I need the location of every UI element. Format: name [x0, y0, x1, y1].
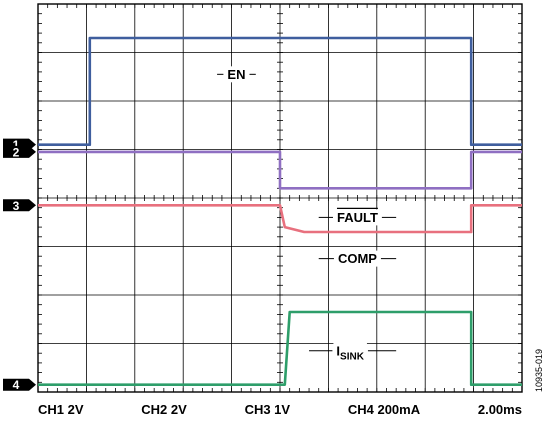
figure-id: 10935-019	[534, 348, 544, 392]
ch3-scale: CH3 1V	[244, 401, 291, 417]
label-comp: COMP	[318, 250, 397, 267]
trace-en	[38, 36, 522, 146]
ch1-scale: CH1 2V	[38, 401, 84, 417]
marker-number: 4	[13, 378, 20, 392]
isink-subscript: SINK	[340, 351, 365, 362]
plot-grid	[37, 3, 523, 393]
ch2-scale: CH2 2V	[141, 401, 187, 417]
label-background	[224, 66, 249, 83]
channel-marker-3: 3	[3, 199, 36, 213]
label-fault: FAULT	[318, 207, 397, 226]
label-text: EN	[227, 67, 245, 82]
marker-arrow	[3, 199, 36, 212]
trace-isink	[38, 310, 522, 387]
label-background	[334, 250, 380, 267]
marker-arrow	[3, 145, 36, 158]
trace-comp	[38, 204, 522, 234]
label-text: COMP	[338, 251, 377, 266]
signal-labels: EN FAULT COMP ISINK	[217, 66, 397, 362]
label-background	[333, 209, 381, 226]
timebase: 2.00ms	[477, 401, 522, 417]
channel-markers: 12 3 4	[3, 138, 36, 392]
waveform-traces	[38, 36, 522, 387]
plot-frame	[37, 3, 523, 393]
marker-number: 2	[13, 145, 20, 159]
channel-marker-2: 2	[3, 145, 36, 159]
label-text: ISINK	[336, 343, 364, 362]
isink-main: I	[336, 343, 340, 358]
trace-fault	[38, 150, 522, 190]
label-isink: ISINK	[309, 342, 397, 362]
marker-number: 3	[13, 199, 20, 213]
marker-number: 1	[13, 138, 20, 152]
label-background	[333, 342, 367, 359]
channel-scale-bar: CH1 2V CH2 2V CH3 1V CH4 200mA 2.00ms	[38, 398, 522, 420]
channel-marker-4: 4	[3, 378, 36, 392]
label-en: EN	[217, 66, 256, 83]
ch4-scale: CH4 200mA	[347, 401, 421, 417]
label-text: FAULT	[337, 210, 378, 225]
marker-arrow	[3, 378, 36, 391]
